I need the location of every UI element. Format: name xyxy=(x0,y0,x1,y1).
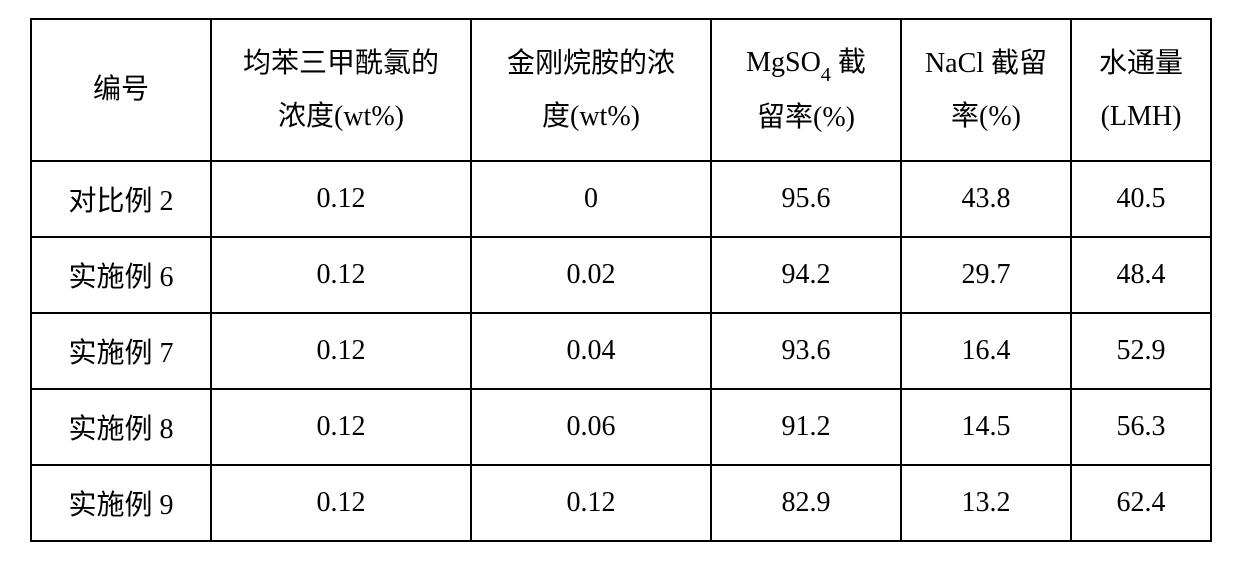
cell-nacl: 29.7 xyxy=(901,237,1071,313)
cell-amant: 0 xyxy=(471,161,711,237)
col-header-nacl-rejection: NaCl 截留 率(%) xyxy=(901,19,1071,161)
col-header-label: (LMH) xyxy=(1101,101,1182,132)
cell-id: 对比例 2 xyxy=(31,161,211,237)
cell-tmc: 0.12 xyxy=(211,237,471,313)
col-header-label: NaCl 截留 xyxy=(925,48,1047,79)
col-header-label: 金刚烷胺的浓 xyxy=(507,48,675,79)
cell-nacl: 43.8 xyxy=(901,161,1071,237)
col-header-tmc-conc: 均苯三甲酰氯的 浓度(wt%) xyxy=(211,19,471,161)
cell-mgso4: 91.2 xyxy=(711,389,901,465)
table-row: 实施例 7 0.12 0.04 93.6 16.4 52.9 xyxy=(31,313,1211,389)
col-header-id: 编号 xyxy=(31,19,211,161)
col-header-label: 度(wt%) xyxy=(542,101,640,132)
cell-flux: 40.5 xyxy=(1071,161,1211,237)
cell-mgso4: 82.9 xyxy=(711,465,901,541)
col-header-label: MgSO4 截 xyxy=(746,47,866,78)
cell-tmc: 0.12 xyxy=(211,465,471,541)
col-header-mgso4-rejection: MgSO4 截 留率(%) xyxy=(711,19,901,161)
cell-amant: 0.02 xyxy=(471,237,711,313)
table-body: 对比例 2 0.12 0 95.6 43.8 40.5 实施例 6 0.12 0… xyxy=(31,161,1211,541)
col-header-label: 编号 xyxy=(93,74,149,105)
cell-nacl: 13.2 xyxy=(901,465,1071,541)
cell-id: 实施例 9 xyxy=(31,465,211,541)
col-header-label: 率(%) xyxy=(951,101,1021,132)
cell-mgso4: 95.6 xyxy=(711,161,901,237)
cell-flux: 62.4 xyxy=(1071,465,1211,541)
table-row: 对比例 2 0.12 0 95.6 43.8 40.5 xyxy=(31,161,1211,237)
cell-flux: 52.9 xyxy=(1071,313,1211,389)
cell-flux: 56.3 xyxy=(1071,389,1211,465)
cell-id: 实施例 8 xyxy=(31,389,211,465)
cell-flux: 48.4 xyxy=(1071,237,1211,313)
cell-nacl: 14.5 xyxy=(901,389,1071,465)
cell-amant: 0.06 xyxy=(471,389,711,465)
col-header-label: 留率(%) xyxy=(757,102,855,133)
cell-id: 实施例 6 xyxy=(31,237,211,313)
col-header-water-flux: 水通量 (LMH) xyxy=(1071,19,1211,161)
cell-tmc: 0.12 xyxy=(211,389,471,465)
table-row: 实施例 8 0.12 0.06 91.2 14.5 56.3 xyxy=(31,389,1211,465)
table-row: 实施例 6 0.12 0.02 94.2 29.7 48.4 xyxy=(31,237,1211,313)
table-row: 实施例 9 0.12 0.12 82.9 13.2 62.4 xyxy=(31,465,1211,541)
cell-tmc: 0.12 xyxy=(211,161,471,237)
cell-mgso4: 94.2 xyxy=(711,237,901,313)
table-header: 编号 均苯三甲酰氯的 浓度(wt%) 金刚烷胺的浓 度(wt%) MgSO4 截… xyxy=(31,19,1211,161)
col-header-label: 水通量 xyxy=(1099,48,1183,79)
data-table: 编号 均苯三甲酰氯的 浓度(wt%) 金刚烷胺的浓 度(wt%) MgSO4 截… xyxy=(30,18,1212,542)
cell-mgso4: 93.6 xyxy=(711,313,901,389)
col-header-amantadine-conc: 金刚烷胺的浓 度(wt%) xyxy=(471,19,711,161)
cell-id: 实施例 7 xyxy=(31,313,211,389)
cell-tmc: 0.12 xyxy=(211,313,471,389)
col-header-label: 浓度(wt%) xyxy=(278,101,404,132)
cell-nacl: 16.4 xyxy=(901,313,1071,389)
cell-amant: 0.04 xyxy=(471,313,711,389)
cell-amant: 0.12 xyxy=(471,465,711,541)
col-header-label: 均苯三甲酰氯的 xyxy=(243,48,439,79)
